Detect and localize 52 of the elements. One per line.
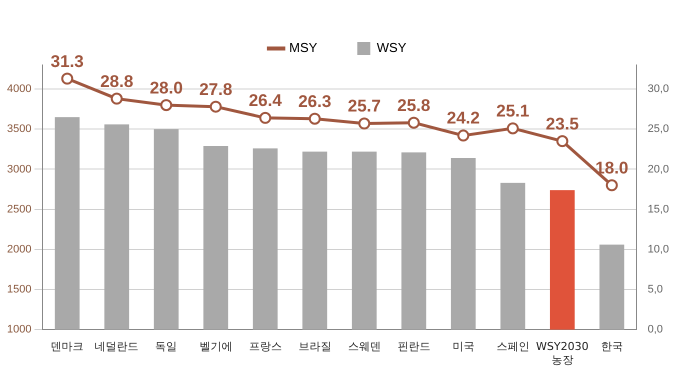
data-label: 23.5 bbox=[546, 114, 579, 134]
y2-tick-label: 15,0 bbox=[648, 203, 670, 216]
data-label: 25.7 bbox=[348, 96, 381, 116]
data-label: 28.0 bbox=[150, 78, 183, 98]
y-tick-label: 3500 bbox=[6, 123, 32, 136]
data-label: 27.8 bbox=[199, 80, 232, 99]
data-label: 24.2 bbox=[446, 108, 480, 128]
y-tick-label: 2500 bbox=[6, 203, 32, 216]
data-label: 28.8 bbox=[100, 72, 134, 91]
x-tick-label: 프랑스 bbox=[248, 340, 282, 354]
point bbox=[160, 99, 172, 112]
y-tick-label: 3000 bbox=[6, 163, 32, 176]
y2-tick-label: 0,0 bbox=[648, 324, 663, 336]
y-tick-label: 1500 bbox=[6, 284, 32, 296]
point bbox=[110, 92, 123, 105]
y2-tick-label: 5,0 bbox=[648, 284, 663, 296]
y-tick-label: 2000 bbox=[6, 243, 32, 256]
x-tick-label: 벨기에 bbox=[199, 340, 232, 354]
x-tick-label: 네덜란드 bbox=[94, 340, 139, 354]
data-label: 31.3 bbox=[50, 52, 84, 71]
x-tick-label: 미국 bbox=[452, 340, 474, 354]
y2-tick-label: 30,0 bbox=[648, 83, 670, 96]
data-label: 25.8 bbox=[397, 96, 430, 115]
y-tick-label: 1000 bbox=[6, 324, 32, 336]
data-label: 26.3 bbox=[298, 92, 332, 111]
point bbox=[556, 135, 568, 148]
data-label: 26.4 bbox=[248, 91, 282, 110]
x-tick-label: 덴마크 bbox=[50, 340, 84, 354]
point bbox=[210, 100, 222, 113]
point bbox=[606, 179, 618, 192]
y2-tick-label: 20,0 bbox=[648, 163, 670, 176]
legend-label: WSY bbox=[376, 40, 407, 56]
x-tick-label: 브라질 bbox=[298, 340, 332, 354]
point bbox=[358, 118, 370, 130]
legend-label: MSY bbox=[289, 40, 318, 56]
x-tick-label: 독일 bbox=[155, 340, 178, 354]
x-tick-label: 한국 bbox=[600, 340, 623, 354]
y2-tick-label: 10,0 bbox=[648, 243, 670, 256]
x-tick-label: 스웨덴 bbox=[348, 340, 381, 354]
x-tick-label: WSY2030 농장 bbox=[536, 340, 589, 366]
point bbox=[259, 112, 272, 124]
point bbox=[408, 116, 420, 129]
point bbox=[61, 72, 74, 85]
point bbox=[308, 112, 321, 125]
data-label: 25.1 bbox=[496, 102, 530, 121]
y2-tick-label: 25,0 bbox=[648, 123, 670, 136]
point bbox=[506, 122, 519, 134]
data-label: 18.0 bbox=[595, 158, 628, 178]
x-tick-label: 스페인 bbox=[496, 340, 530, 354]
point bbox=[457, 130, 470, 142]
x-tick-label: 핀란드 bbox=[397, 340, 430, 354]
y-tick-label: 4000 bbox=[6, 83, 32, 96]
